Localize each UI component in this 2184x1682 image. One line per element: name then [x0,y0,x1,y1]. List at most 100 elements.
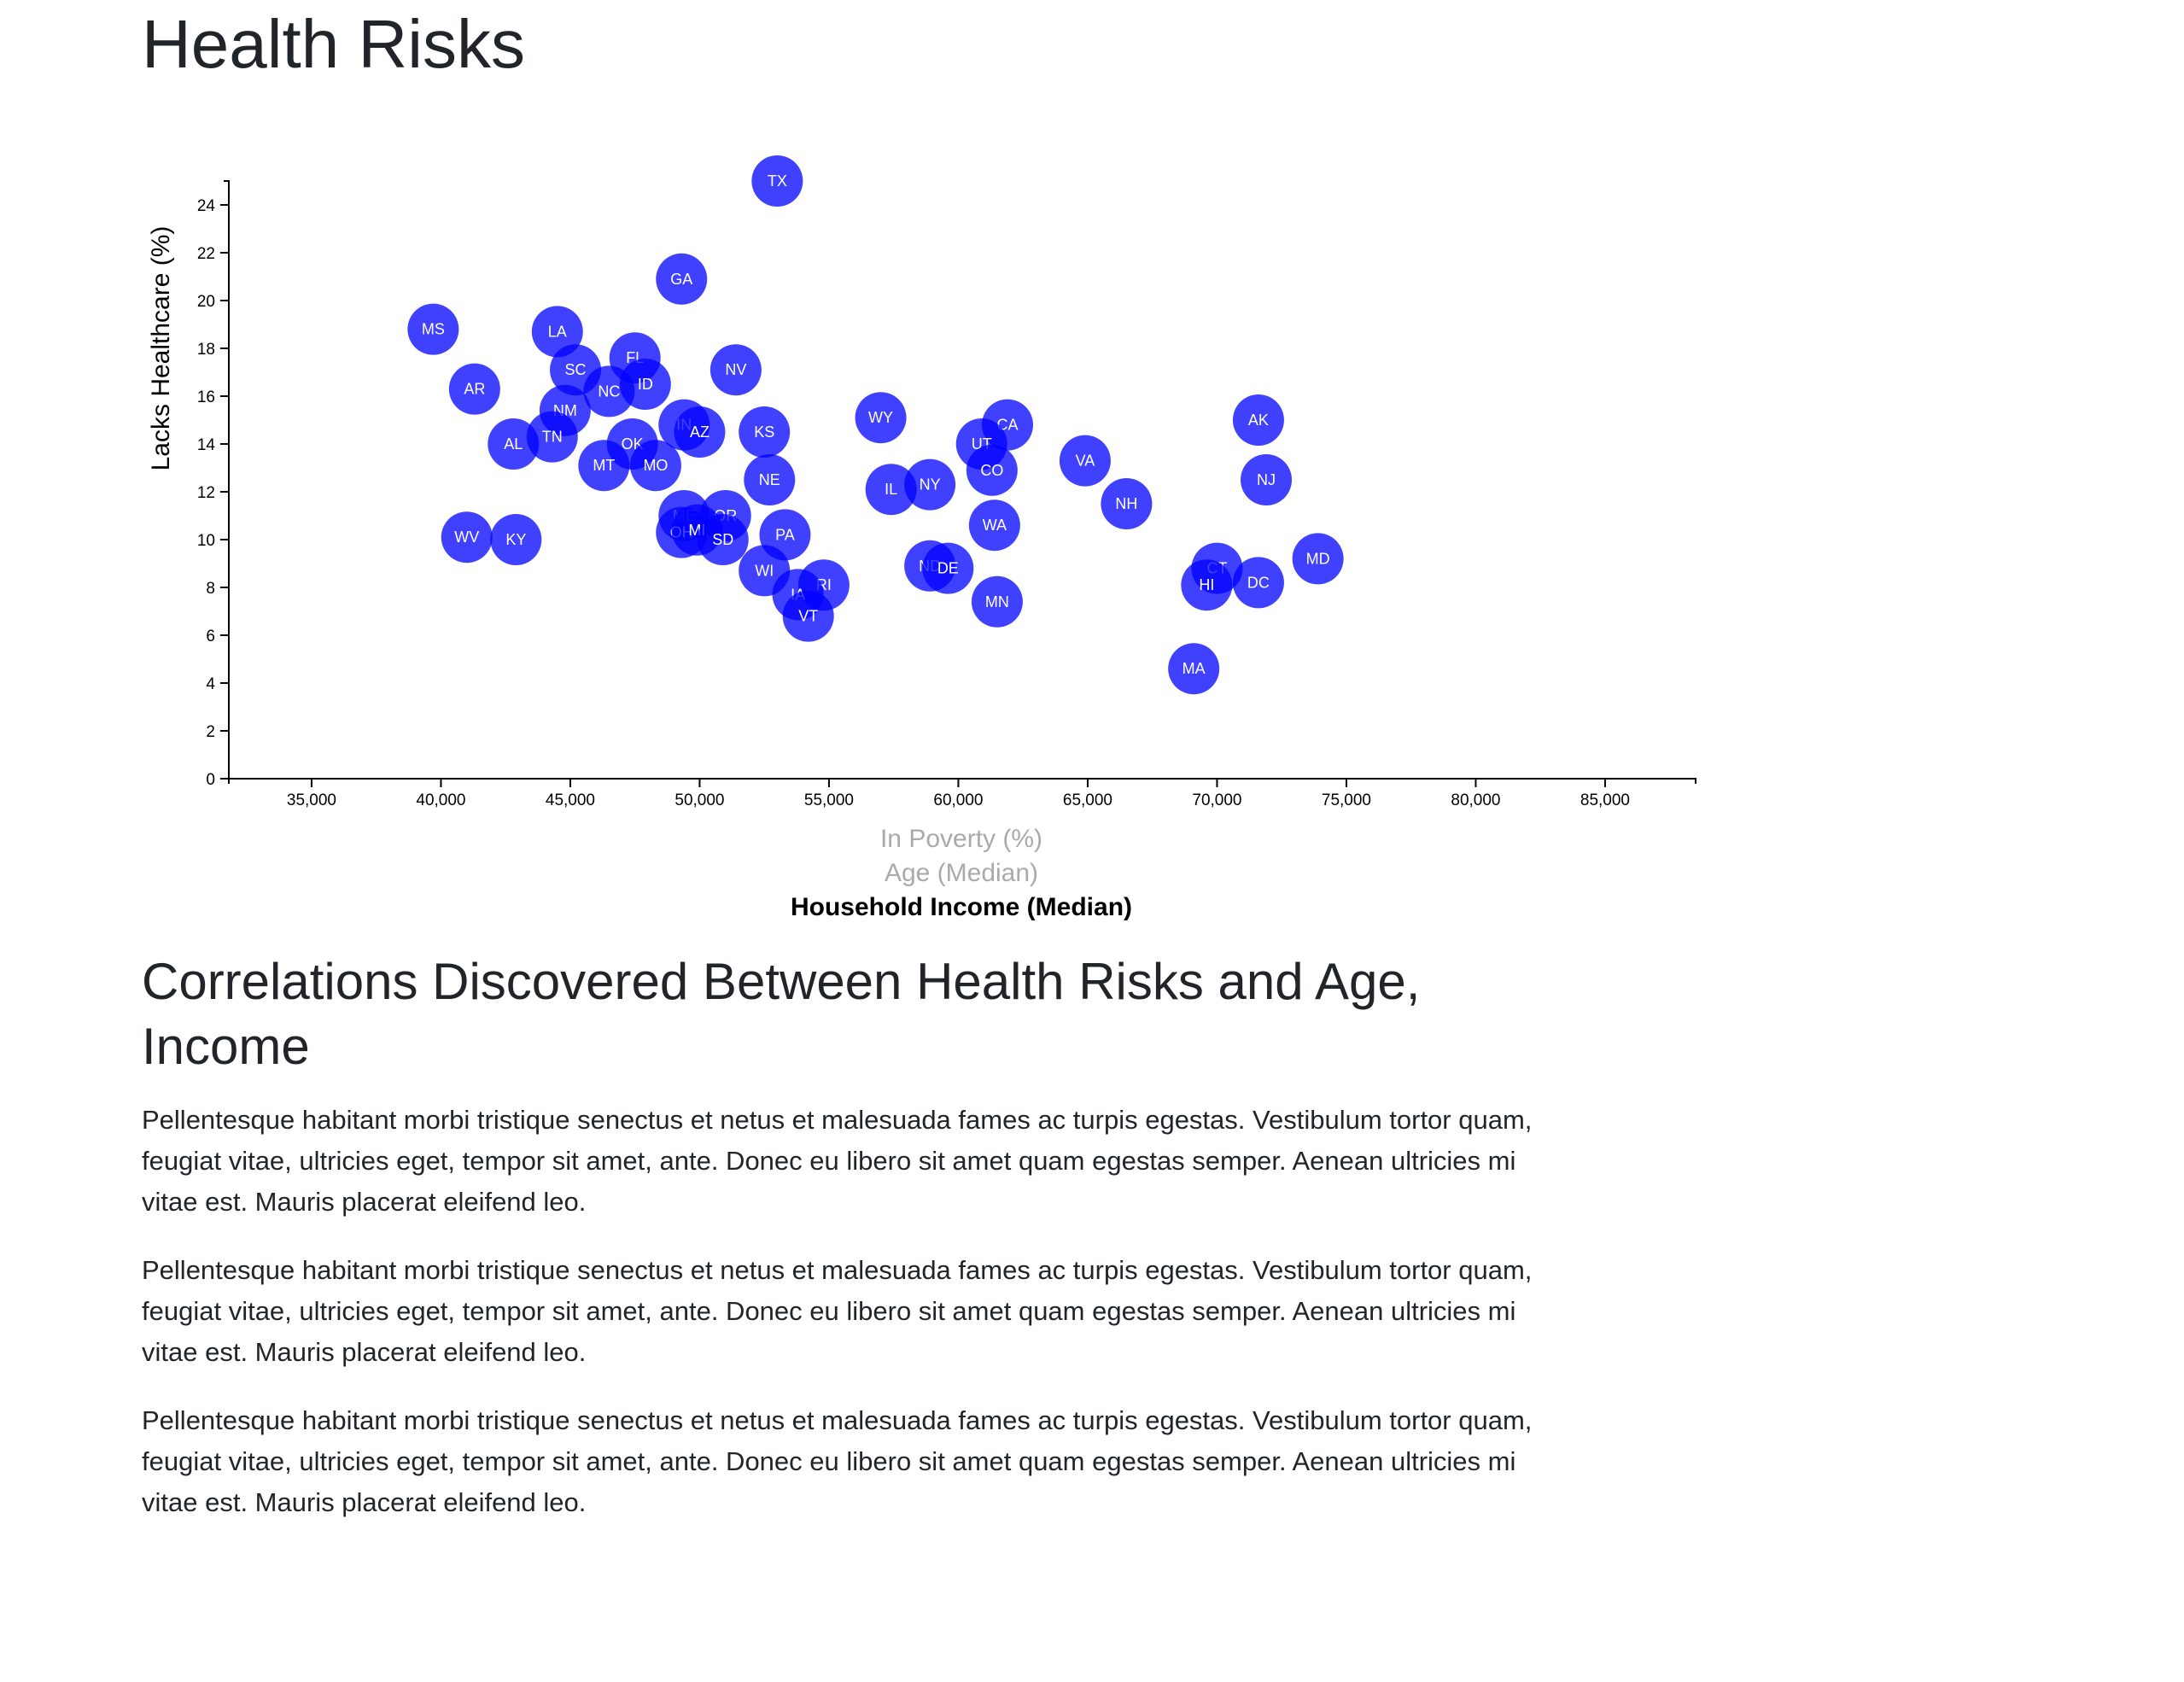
article-paragraph: Pellentesque habitant morbi tristique se… [142,1105,1533,1217]
page-title: Health Risks [142,6,526,82]
state-circle [629,440,681,492]
y-axis-label[interactable]: Lacks Healthcare (%) [147,226,175,471]
article-heading: Correlations Discovered Between Health R… [142,953,1421,1075]
x-tick-label: 50,000 [674,791,724,809]
state-circle [1168,643,1220,695]
y-tick-label: 10 [197,532,215,550]
scatter-chart: 35,000 40,000 45,000 50,000 55,000 60,000 65,0… [147,155,1696,921]
state-circle [855,392,907,444]
y-tick-label: 18 [197,341,215,359]
y-tick-label: 0 [206,771,215,789]
state-circle [578,440,630,492]
x-tick-label: 40,000 [416,791,465,809]
y-tick-label: 16 [197,388,215,406]
state-point: WV [441,511,493,564]
state-point: AL [488,418,540,470]
state-point: DC [1232,557,1284,609]
state-point: MO [629,440,681,492]
state-point: KY [490,514,542,565]
state-circle [739,406,791,458]
state-circle [488,418,540,470]
axis-labels: Lacks Healthcare (%) In Poverty (%) Age (M… [147,226,1132,921]
y-tick-label: 2 [206,723,215,741]
state-point: SD [697,514,749,565]
state-circle [656,253,708,305]
state-point: TX [751,155,803,207]
state-point: MS [407,303,459,355]
state-point: AR [448,363,500,415]
state-point: AZ [674,406,726,458]
state-circle [1232,557,1284,609]
state-circle [782,590,834,642]
x-tick-label: 80,000 [1451,791,1500,809]
state-point: MD [1292,533,1344,585]
state-circle [922,542,974,594]
state-point: NJ [1241,454,1293,505]
state-circle [490,514,542,565]
state-circle [1292,533,1344,585]
y-tick-label: 4 [206,675,215,693]
x-tick-label: 70,000 [1192,791,1241,809]
state-point: CO [966,444,1018,496]
state-circle [697,514,749,565]
x-axis-label-option[interactable]: In Poverty (%) [880,825,1042,853]
state-circle [966,444,1018,496]
state-point: HI [1181,559,1233,611]
state-point: NV [710,344,762,396]
state-circle [968,499,1020,552]
article: Correlations Discovered Between Health R… [142,949,1559,1551]
state-circle [971,575,1023,628]
state-circle [674,406,726,458]
article-paragraph: Pellentesque habitant morbi tristique se… [142,1255,1533,1367]
state-point: GA [656,253,708,305]
state-circle [448,363,500,415]
state-circle [531,306,583,358]
x-tick-label: 45,000 [546,791,595,809]
article-paragraph: Pellentesque habitant morbi tristique se… [142,1405,1533,1517]
x-tick-label: 55,000 [804,791,854,809]
state-circle [1101,478,1153,529]
state-point: NH [1101,478,1153,529]
state-circle [1241,454,1293,505]
state-circle [583,365,635,418]
state-circle [1059,435,1111,487]
x-tick-label: 35,000 [287,791,336,809]
state-point: MN [971,575,1023,628]
state-circle [1232,394,1284,446]
state-circle [865,464,917,516]
y-tick-label: 24 [197,197,216,215]
y-tick-label: 12 [197,484,215,502]
state-point: VT [782,590,834,642]
x-axis-label-option[interactable]: Household Income (Median) [791,893,1132,921]
data-points: TXGAMSLAFLSCNVIDNCARNMWYAKINCAAZKSTNALOK… [407,155,1344,695]
state-point: WY [855,392,907,444]
state-point: WA [968,499,1020,552]
state-point: NC [583,365,635,418]
state-point: AK [1232,394,1284,446]
state-point: MA [1168,643,1220,695]
x-tick-label: 75,000 [1322,791,1371,809]
state-point: KS [739,406,791,458]
state-point: IL [865,464,917,516]
state-point: NE [744,454,796,505]
state-circle [710,344,762,396]
state-circle [1181,559,1233,611]
y-axis-line [224,180,230,780]
x-axis: 35,000 40,000 45,000 50,000 55,000 60,000 65,0… [228,778,1696,809]
y-tick-label: 8 [206,580,215,598]
y-tick-label: 20 [197,293,215,311]
state-circle [441,511,493,564]
y-tick-label: 22 [197,245,215,263]
state-circle [751,155,803,207]
x-tick-label: 85,000 [1580,791,1630,809]
state-circle [904,458,956,511]
state-point: VA [1059,435,1111,487]
x-axis-label-option[interactable]: Age (Median) [885,859,1038,887]
state-circle [526,411,578,463]
state-circle [407,303,459,355]
x-tick-label: 60,000 [933,791,983,809]
y-tick-label: 14 [197,436,216,454]
state-circle [744,454,796,505]
state-point: MT [578,440,630,492]
